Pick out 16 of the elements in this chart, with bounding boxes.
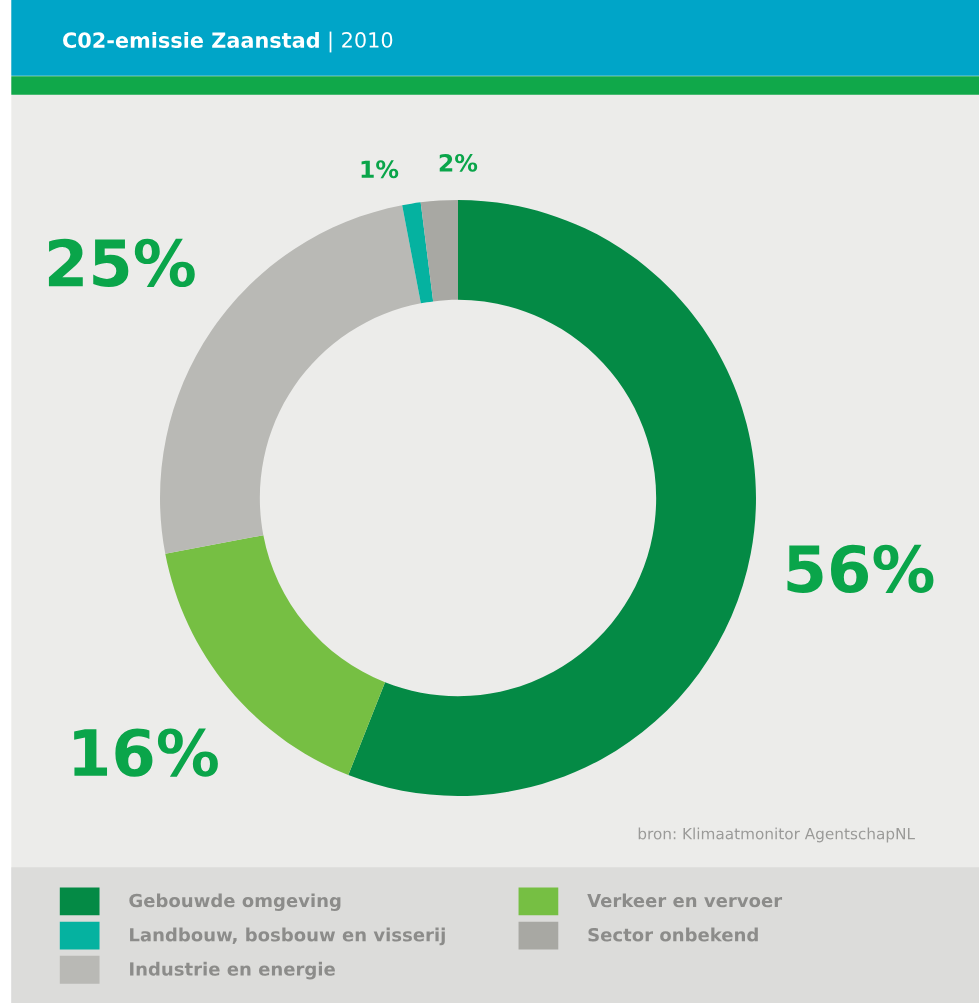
chart-subtitle: | 2010 [329, 31, 393, 53]
data-label: 25% [48, 238, 195, 288]
data-label: 1% [361, 160, 399, 179]
legend-label: Landbouw, bosbouw en visserij [130, 927, 445, 946]
chart-title: C02-emissie Zaanstad [63, 31, 319, 49]
text: bron: Klimaatmonitor AgentschapNL [638, 827, 915, 843]
data-label: 56% [787, 544, 934, 594]
legend-label: Sector onbekend [588, 927, 758, 942]
legend-label: Gebouwde omgeving [129, 893, 341, 911]
data-label: 2% [439, 153, 478, 172]
donut-slice [420, 200, 458, 302]
donut-slice [402, 202, 434, 304]
donut-slice [348, 200, 756, 796]
legend-label: Verkeer en vervoer [587, 893, 783, 908]
data-label: 16% [74, 728, 218, 777]
legend-label: Industrie en energie [130, 961, 335, 980]
